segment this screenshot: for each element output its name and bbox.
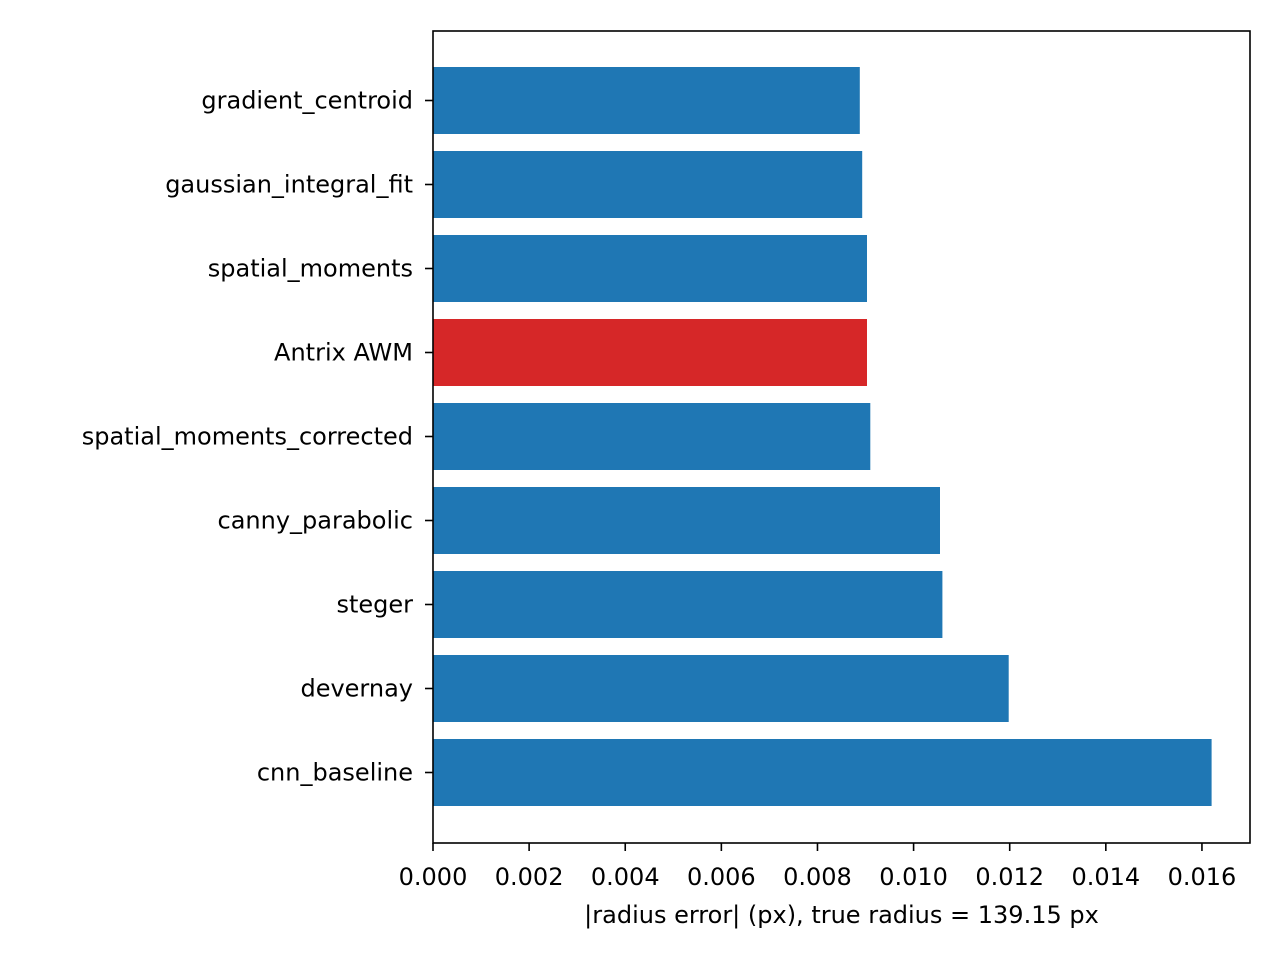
bar-canny-parabolic	[433, 487, 940, 554]
bar-gaussian-integral-fit	[433, 151, 863, 218]
bars-group	[433, 67, 1212, 806]
bar-devernay	[433, 655, 1009, 722]
x-tick-label: 0.010	[879, 863, 948, 891]
bar-gradient-centroid	[433, 67, 860, 134]
bar-spatial-moments-corrected	[433, 403, 871, 470]
bar-cnn-baseline	[433, 739, 1212, 806]
x-tick-label: 0.012	[975, 863, 1044, 891]
x-axis-label: |radius error| (px), true radius = 139.1…	[584, 901, 1099, 929]
bar-spatial-moments	[433, 235, 867, 302]
y-tick-label-canny-parabolic: canny_parabolic	[218, 507, 414, 535]
y-axis: gradient_centroid gaussian_integral_fitsp…	[82, 87, 433, 787]
x-axis: 0.000 0.002 0.004 0.006 0.008 0.010 0.012 0.014…	[399, 843, 1237, 891]
y-tick-label-steger: steger	[336, 591, 413, 619]
bar-steger	[433, 571, 943, 638]
x-tick-label: 0.002	[495, 863, 564, 891]
x-tick-label: 0.008	[783, 863, 852, 891]
x-tick-label: 0.000	[399, 863, 468, 891]
x-tick-label: 0.014	[1071, 863, 1140, 891]
y-tick-label-gaussian-integral-fit: gaussian_integral_fit	[165, 171, 413, 199]
y-tick-label-gradient-centroid: gradient_centroid	[201, 87, 413, 115]
x-tick-label: 0.004	[591, 863, 660, 891]
y-tick-label-cnn-baseline: cnn_baseline	[257, 759, 413, 787]
y-tick-label-devernay: devernay	[300, 675, 413, 703]
y-tick-label-antrix-awm: Antrix AWM	[274, 339, 413, 367]
bar-antrix-awm	[433, 319, 867, 386]
x-tick-label: 0.006	[687, 863, 756, 891]
y-tick-label-spatial-moments-corrected: spatial_moments_corrected	[82, 423, 413, 451]
x-tick-label: 0.016	[1168, 863, 1237, 891]
y-tick-label-spatial-moments: spatial_moments	[208, 255, 413, 283]
